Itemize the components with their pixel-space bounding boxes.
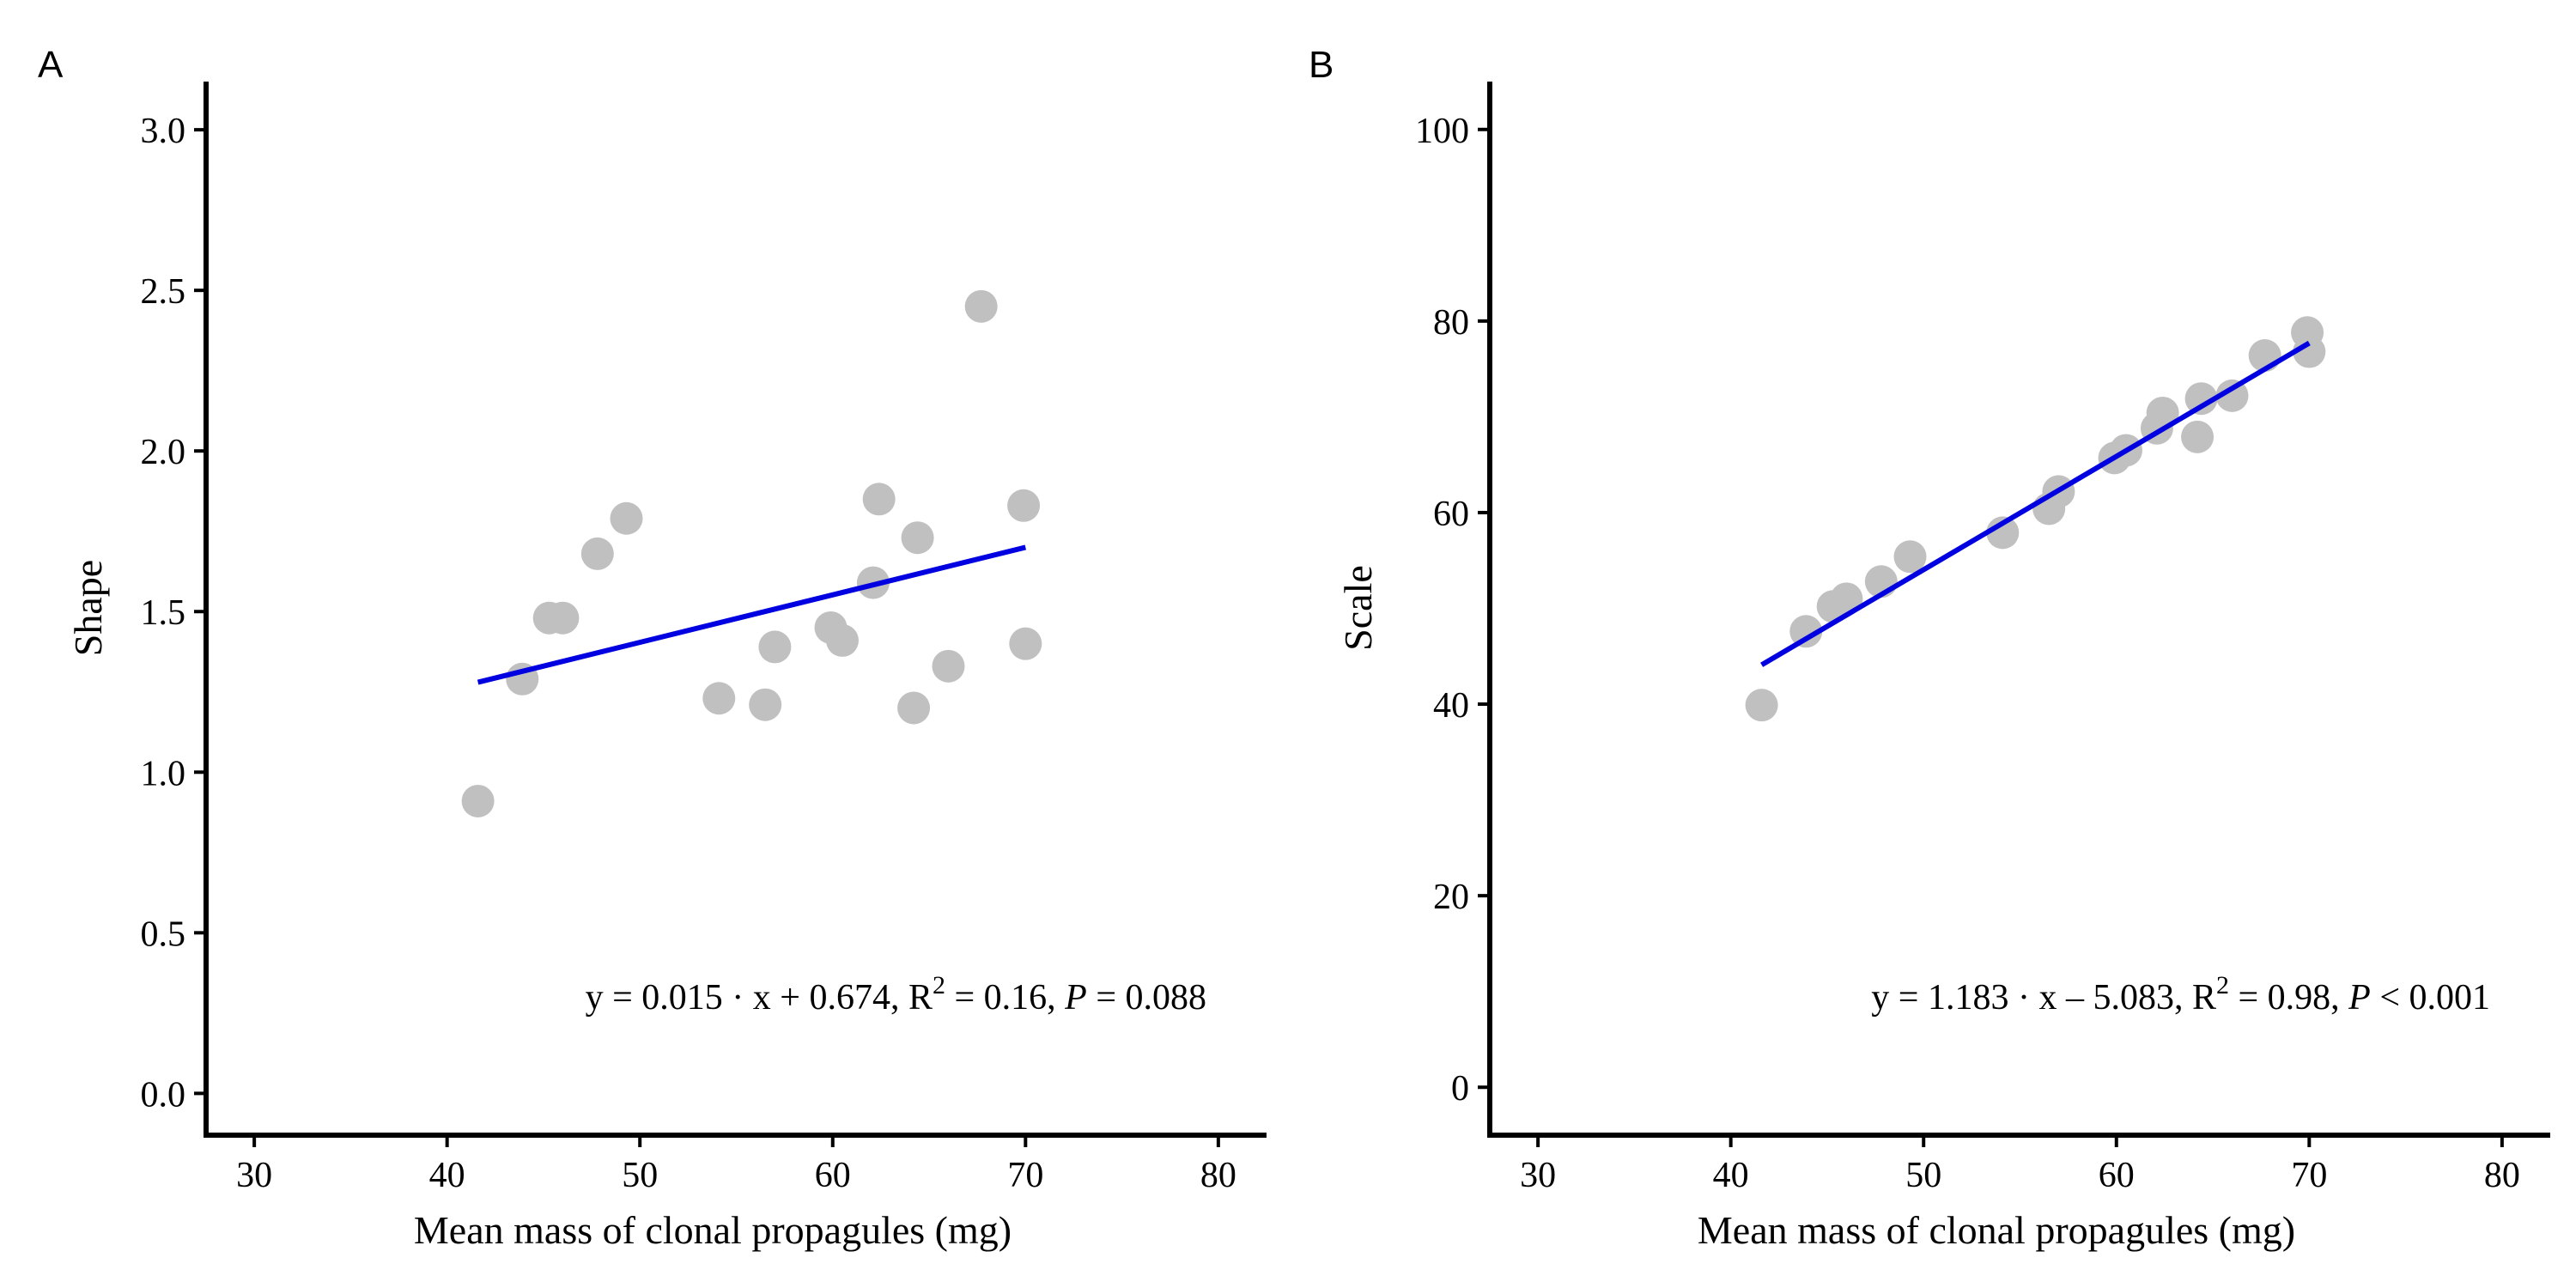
data-point <box>1830 582 1863 616</box>
regression-line <box>1760 340 2311 667</box>
y-tick-label: 1.0 <box>141 754 186 793</box>
data-point <box>901 521 934 555</box>
data-point <box>2184 382 2218 416</box>
y-axis-label-b: Scale <box>1336 565 1380 651</box>
data-point <box>1986 516 2020 550</box>
y-tick-label: 3.0 <box>141 112 186 151</box>
data-point <box>1009 627 1042 660</box>
panel-a: A 30 40 50 60 70 80 0.0 0.5 1.0 1.5 2.0 2.5 3.0 y = … <box>38 44 1267 1252</box>
x-axis-label-a: Mean mass of clonal propagules (mg) <box>414 1208 1012 1252</box>
y-tick-label: 0.5 <box>141 914 186 954</box>
data-point <box>580 537 614 570</box>
data-point <box>546 601 580 635</box>
data-point <box>1745 689 1778 722</box>
data-point <box>1789 615 1823 648</box>
x-tick-label: 40 <box>429 1156 465 1195</box>
x-tick-label: 60 <box>2099 1156 2135 1195</box>
data-point <box>1893 540 1927 574</box>
data-point <box>1007 489 1041 522</box>
x-tick-label: 70 <box>2291 1156 2327 1195</box>
x-tick-label: 60 <box>815 1156 851 1195</box>
data-point <box>2146 396 2179 429</box>
data-point <box>2215 379 2249 412</box>
data-point <box>964 289 998 323</box>
x-axis-label-b: Mean mass of clonal propagules (mg) <box>1698 1208 2295 1252</box>
x-tick-label: 70 <box>1007 1156 1043 1195</box>
x-tick-label: 40 <box>1713 1156 1749 1195</box>
y-tick-label: 60 <box>1433 495 1469 534</box>
panel-label-a: A <box>38 44 64 86</box>
data-point <box>610 501 643 535</box>
y-tick-label: 1.5 <box>141 593 186 633</box>
regression-line <box>477 544 1027 685</box>
y-tick-label: 2.5 <box>141 272 186 312</box>
panel-b: B 30 40 50 60 70 80 0 20 40 60 80 100 y = 1.183 · x… <box>1309 44 2550 1252</box>
data-point <box>461 784 495 817</box>
x-tick-label: 80 <box>2484 1156 2520 1195</box>
x-tick-label: 50 <box>622 1156 658 1195</box>
data-point <box>2293 335 2326 368</box>
x-tick-label: 50 <box>1905 1156 1941 1195</box>
data-point <box>897 691 931 725</box>
data-point <box>826 623 859 657</box>
data-point <box>758 630 792 664</box>
y-tick-label: 2.0 <box>141 433 186 472</box>
panel-label-b: B <box>1309 44 1334 86</box>
equation-a: y = 0.015 · x + 0.674, R2 = 0.16, P = 0.… <box>586 971 1206 1018</box>
y-tick-label: 40 <box>1433 686 1469 726</box>
y-tick-label: 0 <box>1451 1069 1469 1109</box>
x-tick-label: 80 <box>1200 1156 1236 1195</box>
plot-area-b: 30 40 50 60 70 80 0 20 40 60 80 100 <box>1415 82 2550 1195</box>
y-axis-label-a: Shape <box>66 560 110 656</box>
data-point <box>862 483 896 516</box>
y-tick-label: 100 <box>1415 112 1469 151</box>
data-point <box>2181 420 2215 453</box>
x-tick-label: 30 <box>1520 1156 1556 1195</box>
x-tick-label: 30 <box>236 1156 272 1195</box>
data-point <box>702 682 736 715</box>
y-tick-label: 20 <box>1433 878 1469 917</box>
data-point <box>932 649 965 683</box>
equation-b: y = 1.183 · x – 5.083, R2 = 0.98, P < 0.… <box>1871 971 2490 1018</box>
y-tick-label: 0.0 <box>141 1075 186 1115</box>
data-point <box>749 688 782 721</box>
y-tick-label: 80 <box>1433 303 1469 343</box>
plot-area-a: 30 40 50 60 70 80 0.0 0.5 1.0 1.5 2.0 2.5 3.0 <box>141 82 1267 1195</box>
